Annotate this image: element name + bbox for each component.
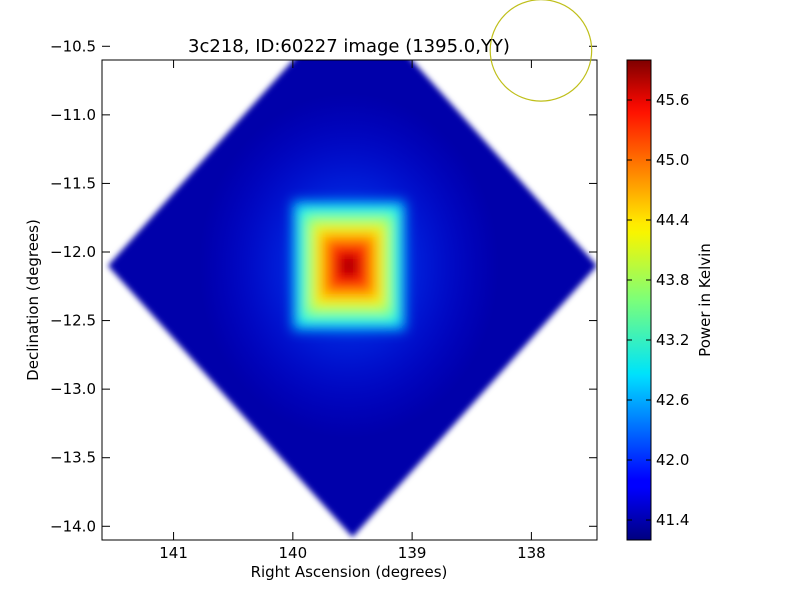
x-tick-label: 140 <box>279 544 308 562</box>
y-tick-label: −13.5 <box>50 449 96 467</box>
colorbar-tick-label: 42.0 <box>656 451 689 469</box>
colorbar-tick-label: 42.6 <box>656 391 689 409</box>
y-tick-label: −10.5 <box>50 37 96 55</box>
colorbar-tick-label: 45.6 <box>656 91 689 109</box>
chart-title: 3c218, ID:60227 image (1395.0,YY) <box>188 36 510 57</box>
colorbar-tick-label: 43.2 <box>656 331 689 349</box>
colorbar <box>627 60 651 540</box>
heatmap-image <box>108 60 597 538</box>
colorbar-ticks: 41.4 42.0 42.6 43.2 43.8 44.4 45.0 45.6 <box>627 91 689 529</box>
x-tick-label: 141 <box>159 544 188 562</box>
colorbar-label: Power in Kelvin <box>696 243 714 357</box>
beam-circle <box>489 0 593 102</box>
y-tick-label: −11.0 <box>50 106 96 124</box>
source-level <box>340 255 358 276</box>
x-axis: 141 140 139 138 <box>159 60 546 562</box>
y-tick-label: −11.5 <box>50 174 96 192</box>
y-tick-label: −12.5 <box>50 312 96 330</box>
x-tick-label: 138 <box>517 544 546 562</box>
colorbar-tick-label: 44.4 <box>656 211 689 229</box>
x-axis-label: Right Ascension (degrees) <box>251 563 448 581</box>
y-axis-label: Declination (degrees) <box>24 219 42 381</box>
source-core <box>292 201 405 331</box>
y-tick-label: −12.0 <box>50 243 96 261</box>
x-tick-label: 139 <box>398 544 427 562</box>
colorbar-tick-label: 43.8 <box>656 271 689 289</box>
y-tick-label: −13.0 <box>50 380 96 398</box>
y-axis: −10.5 −11.0 −11.5 −12.0 −12.5 −13.0 −13.5 −14.0 <box>50 37 597 535</box>
colorbar-tick-label: 41.4 <box>656 511 689 529</box>
colorbar-tick-label: 45.0 <box>656 151 689 169</box>
plot-frame <box>101 59 598 541</box>
colorbar-frame <box>626 59 652 541</box>
y-tick-label: −14.0 <box>50 517 96 535</box>
